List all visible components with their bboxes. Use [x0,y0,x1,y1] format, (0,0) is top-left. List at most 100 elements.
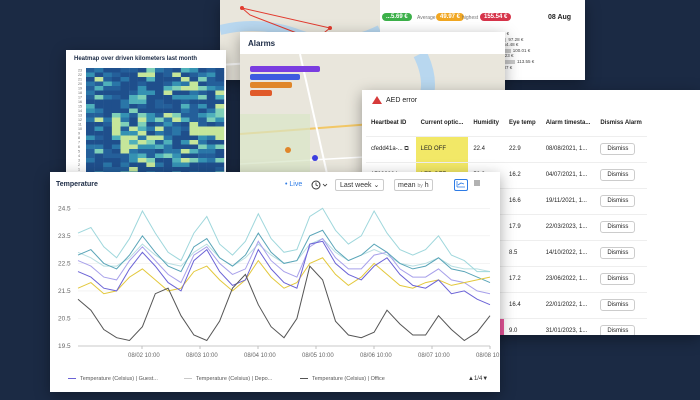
heatmap-cell [198,77,207,82]
legend-label: Temperature (Celsius) | Guest... [80,376,158,382]
dismiss-button[interactable]: Dismiss [600,325,636,335]
legend-item[interactable]: Temperature (Celsius) | Office [300,376,385,382]
line-chart-view-button[interactable] [454,179,468,191]
dismiss-button[interactable]: Dismiss [600,273,636,285]
heatmap-cell [155,104,164,109]
time-range-select[interactable]: Last week ⌄ [335,179,385,191]
legend-item[interactable]: Temperature (Celsius) | Guest... [68,376,158,382]
heatmap-cell [103,72,113,78]
heatmap-card: Heatmap over driven kilometers last mont… [66,50,226,180]
heatmap-cell [198,135,207,141]
spending-bar-label: 64.48 € [503,42,519,48]
dismiss-button[interactable]: Dismiss [600,221,636,233]
list-icon [474,180,480,186]
dismiss-button[interactable]: Dismiss [600,143,636,155]
heatmap-y-tick: 14 [78,109,82,113]
aggregation-select[interactable]: mean by h [394,179,433,191]
heatmap-cell [198,126,207,132]
dismiss-cell: Dismiss [595,292,647,319]
alarm-tag[interactable] [250,66,320,72]
heatmap-cell [120,117,130,123]
heatmap-cell [137,95,147,100]
heatmap-cell [172,167,182,172]
alarm-tag[interactable] [250,90,272,96]
heatmap-cell [137,144,147,150]
aed-column-header[interactable]: Dismiss Alarm [595,110,647,137]
heatmap-cell [206,77,216,82]
legend-item[interactable]: Temperature (Celsius) | Depo... [184,376,272,382]
dismiss-cell: Dismiss [595,240,647,267]
dismiss-button[interactable]: Dismiss [600,247,636,259]
heatmap-cell [146,144,156,150]
heatmap-cell [86,122,95,127]
heatmap-cell [137,135,147,141]
heatmap-cell [129,153,138,159]
aed-column-header[interactable]: Heartbeat ID [366,110,416,137]
heatmap-cell [189,153,199,159]
heatmap-cell [198,153,207,159]
heatmap-cell [172,99,182,105]
heatmap-cell [215,81,225,87]
dismiss-button[interactable]: Dismiss [600,299,636,311]
heatmap-cell [189,135,199,141]
heatmap-cell [94,140,104,145]
heatmap-cell [129,113,138,118]
heatmap-cell [94,135,104,141]
heatmap-cell [129,68,138,73]
heatmap-cell [172,126,182,132]
alarm-tag[interactable] [250,74,300,80]
series-line [77,229,491,284]
heatmap-cell [215,95,225,100]
heatmap-cell [198,90,207,96]
heatmap-cell [111,122,121,127]
heatmap-cell [129,72,138,78]
heatmap-cell [86,149,95,154]
series-line [77,237,491,295]
clock-icon[interactable] [310,179,328,191]
heatmap-cell [163,99,173,105]
heatmap-cell [111,68,121,73]
alarm-marker-blue[interactable] [312,155,318,161]
heatmap-cell [198,117,207,123]
heatmap-cell [155,162,164,168]
heatmap-cell [86,77,95,82]
average-label: Average [417,15,436,21]
heatmap-cell [94,158,104,163]
aed-column-header[interactable]: Alarm timesta... [540,110,596,137]
heatmap-cell [180,122,190,127]
aed-column-header[interactable]: Eye temp [504,110,541,137]
optic-status-cell: LED OFF [415,136,469,163]
aed-column-header[interactable]: Humidity [468,110,504,137]
heatmap-cell [189,77,199,82]
aed-header-row: Heartbeat ID Current optic... Humidity Eye … [366,110,647,137]
heatmap-cell [86,99,95,105]
aed-column-header[interactable]: Current optic... [415,110,469,137]
heatmap-cell [198,149,207,154]
heatmap-cell [86,158,95,163]
dismiss-button[interactable]: Dismiss [600,195,636,207]
live-toggle[interactable]: • Live [285,181,303,188]
heatmap-cell [111,104,121,109]
y-tick-label: 23.5 [58,233,71,240]
heatmap-cell [155,153,164,159]
heatmap-cell [155,86,164,91]
legend-pager[interactable]: ▲1/4▼ [468,376,489,382]
dismiss-button[interactable]: Dismiss [600,169,636,181]
alarm-marker-orange[interactable] [285,147,291,153]
alarm-tag[interactable] [250,82,292,88]
heatmap-cell [206,149,216,154]
heatmap-cell [120,140,130,145]
heatmap-cell [94,167,104,172]
heatmap-cell [163,104,173,109]
heatmap-cell [180,131,190,136]
heatmap-cell [155,144,164,150]
heatmap-cell [163,90,173,96]
heatmap-cell [206,86,216,91]
spending-bar-label: 89.23 € [498,53,514,59]
list-view-button[interactable] [470,179,484,191]
heatmap-cell [86,140,95,145]
heatmap-cell [172,149,182,154]
heatmap-cell [86,167,95,172]
heatmap-cell [129,126,138,132]
heatmap-cell [215,108,225,114]
